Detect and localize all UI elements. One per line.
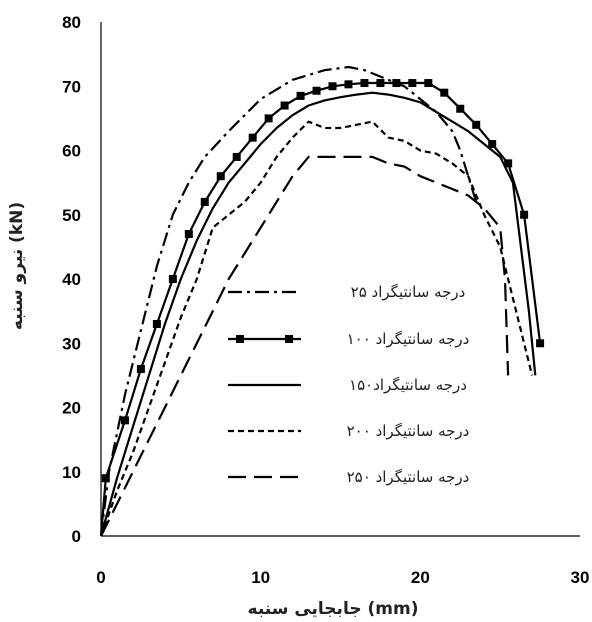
data-point	[200, 197, 209, 206]
y-tick-label: 40	[62, 270, 81, 289]
data-point	[248, 133, 257, 142]
legend-marker	[285, 335, 293, 343]
y-tick-label: 70	[62, 77, 81, 96]
data-point	[184, 230, 193, 239]
y-tick-label: 0	[72, 527, 81, 546]
data-point	[344, 80, 353, 89]
series-line	[99, 65, 478, 537]
data-point	[520, 210, 529, 219]
data-point	[440, 88, 449, 97]
series-5	[100, 155, 510, 537]
series-layer	[99, 65, 545, 537]
x-tick-label: 20	[411, 568, 430, 587]
legend-item: ۲۰۰ درجه سانتیگراد	[228, 422, 469, 440]
series-line	[99, 81, 542, 537]
data-point	[296, 91, 305, 100]
legend-item: ۲۵ درجه سانتیگراد	[228, 283, 465, 301]
legend: ۲۵ درجه سانتیگراد ۱۰۰ درجه سانتیگراد ۱۵۰در…	[228, 283, 469, 486]
y-axis-title: نیرو سنبه (kN)	[7, 202, 27, 330]
data-point	[152, 319, 161, 328]
series-line	[99, 91, 537, 537]
y-tick-label: 30	[62, 334, 81, 353]
legend-label: ۲۵۰ درجه سانتیگراد	[347, 468, 470, 486]
series-3	[99, 91, 537, 537]
legend-label: ۱۰۰ درجه سانتیگراد	[347, 330, 470, 348]
data-point	[312, 86, 321, 95]
axes	[100, 22, 580, 537]
legend-label: ۱۵۰درجه سانتیگراد	[349, 376, 467, 394]
y-tick-labels: 0 10 20 30 40 50 60 70 80	[62, 13, 81, 546]
data-point	[488, 140, 497, 149]
data-point	[456, 104, 465, 113]
data-point	[424, 79, 433, 88]
data-point	[376, 79, 385, 88]
data-point	[408, 79, 417, 88]
series-1	[99, 65, 478, 537]
legend-item: ۱۵۰درجه سانتیگراد	[228, 376, 467, 394]
y-tick-label: 20	[62, 399, 81, 418]
x-axis-title: جابجایی سنبه (mm)	[248, 599, 419, 619]
series-line	[100, 155, 510, 537]
legend-label: ۲۵ درجه سانتیگراد	[351, 283, 466, 301]
x-tick-label: 30	[571, 568, 590, 587]
legend-item: ۲۵۰ درجه سانتیگراد	[228, 468, 469, 486]
data-point	[536, 339, 545, 348]
x-tick-label: 10	[251, 568, 270, 587]
data-point	[392, 79, 401, 88]
y-tick-label: 50	[62, 206, 81, 225]
series-4	[99, 120, 534, 537]
x-tick-labels: 0 10 20 30	[96, 568, 589, 587]
data-point	[136, 364, 145, 373]
data-point	[120, 416, 129, 425]
data-point	[328, 82, 337, 91]
series-line	[99, 120, 534, 537]
data-point	[472, 120, 481, 129]
data-point	[264, 114, 273, 123]
data-point	[101, 474, 110, 483]
x-tick-label: 0	[96, 568, 105, 587]
data-point	[232, 152, 241, 161]
data-point	[216, 172, 225, 181]
y-tick-label: 10	[62, 463, 81, 482]
legend-marker	[236, 335, 244, 343]
legend-label: ۲۰۰ درجه سانتیگراد	[347, 422, 470, 440]
y-tick-label: 60	[62, 142, 81, 161]
data-point	[504, 159, 513, 168]
data-point	[168, 275, 177, 283]
data-point	[280, 101, 289, 110]
y-tick-label: 80	[62, 13, 81, 32]
legend-item: ۱۰۰ درجه سانتیگراد	[228, 330, 469, 348]
data-point	[360, 79, 369, 88]
series-2	[99, 79, 545, 537]
